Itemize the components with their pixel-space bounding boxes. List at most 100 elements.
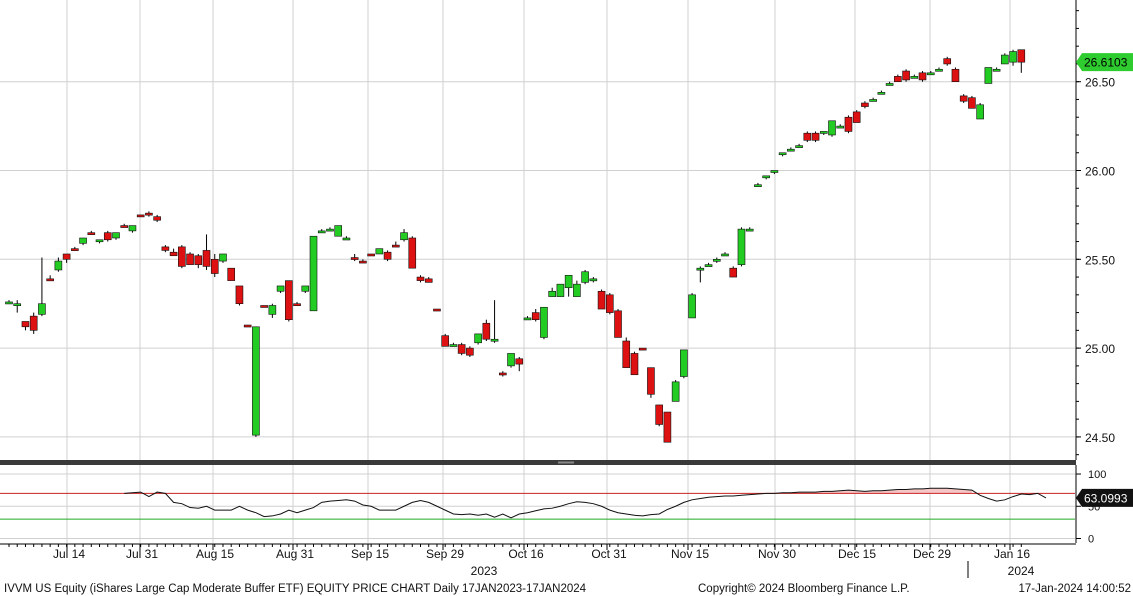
candle — [910, 74, 919, 79]
candle — [326, 227, 334, 232]
candle — [400, 229, 408, 242]
candle — [334, 225, 343, 237]
candle — [614, 309, 622, 338]
candle-body — [721, 253, 729, 257]
candle-body — [910, 76, 919, 79]
candle — [161, 245, 170, 253]
price-tick-label: 25.00 — [1085, 342, 1115, 356]
candle — [573, 280, 581, 297]
candle-body — [449, 344, 458, 347]
candle-body — [828, 120, 836, 136]
candle — [663, 411, 672, 443]
candle — [13, 300, 22, 313]
candle-body — [87, 232, 96, 235]
candle — [589, 277, 598, 283]
x-tick-label: Oct 31 — [591, 547, 627, 561]
price-tick-label: 24.50 — [1085, 431, 1115, 445]
candle-body — [622, 340, 631, 368]
candle-body — [252, 326, 260, 436]
candle-body — [894, 76, 902, 82]
price-tick-label: 25.50 — [1085, 253, 1115, 267]
pane-separator[interactable] — [0, 460, 1076, 465]
candle — [894, 74, 902, 82]
candle-body — [400, 232, 408, 241]
candle-body — [334, 225, 343, 237]
candle — [696, 266, 705, 283]
candle — [671, 380, 680, 402]
candle — [795, 143, 803, 148]
candle — [540, 306, 548, 340]
candle — [622, 337, 631, 368]
candle — [186, 252, 194, 265]
candle — [745, 227, 754, 232]
indicator-tick-label: 0 — [1088, 533, 1094, 545]
candle — [433, 308, 441, 312]
candle-body — [260, 305, 268, 308]
candle-body — [202, 250, 211, 267]
x-tick-label: Nov 15 — [671, 547, 709, 561]
candle — [54, 257, 63, 272]
candle — [1017, 49, 1026, 73]
candle-body — [1009, 51, 1017, 63]
candle-body — [556, 283, 565, 297]
candle-body — [787, 148, 795, 152]
pane-divider[interactable] — [0, 460, 1076, 465]
candle-body — [803, 132, 812, 141]
last-price-badge — [1076, 53, 1133, 72]
chart-footer: IVVM US Equity (iShares Large Cap Modera… — [4, 583, 1131, 595]
candle-body — [770, 170, 779, 173]
candle-body — [671, 381, 680, 402]
x-tick-label: Nov 30 — [758, 547, 796, 561]
candle-body — [235, 285, 244, 305]
candle-body — [614, 310, 622, 338]
candle — [655, 404, 663, 427]
x-tick-label: Jan 16 — [994, 547, 1030, 561]
x-tick-label: Sep 29 — [426, 547, 464, 561]
x-tick-label: Dec 29 — [913, 547, 951, 561]
candle-body — [136, 214, 145, 218]
candle — [507, 353, 515, 368]
candle — [984, 67, 993, 84]
candle — [638, 347, 647, 351]
indicator-value-badge — [1076, 488, 1133, 507]
candle — [976, 103, 984, 120]
candle — [647, 367, 655, 398]
candle — [778, 152, 787, 157]
candle — [145, 211, 153, 217]
candle-body — [38, 303, 46, 315]
candle-body — [416, 276, 425, 281]
candle — [178, 245, 186, 269]
copyright-text: Copyright© 2024 Bloomberg Finance L.P. — [698, 583, 910, 595]
candle-body — [383, 251, 392, 260]
candle — [169, 248, 178, 257]
candle — [754, 182, 762, 188]
candle-body — [317, 230, 326, 234]
x-tick-label: Aug 31 — [276, 547, 314, 561]
candle — [861, 101, 869, 109]
candle — [918, 71, 927, 82]
candle — [902, 69, 910, 82]
candle-body — [737, 228, 746, 265]
candle — [153, 214, 161, 223]
candle-body — [466, 347, 474, 356]
pane-divider-grip[interactable] — [558, 461, 574, 464]
candle — [416, 275, 425, 283]
candle-body — [210, 259, 219, 274]
candle-body — [1001, 54, 1009, 65]
candle-body — [161, 246, 170, 251]
candle — [564, 274, 573, 297]
candle — [252, 326, 260, 437]
candle — [243, 324, 252, 328]
candle-body — [564, 274, 573, 289]
candle-body — [293, 303, 301, 307]
candle — [202, 234, 211, 270]
candle-body — [243, 324, 252, 328]
candle — [531, 309, 540, 322]
candle — [1001, 53, 1009, 65]
candle — [457, 342, 466, 356]
candle — [5, 300, 13, 305]
candle — [392, 241, 400, 248]
candle-body — [285, 280, 293, 320]
